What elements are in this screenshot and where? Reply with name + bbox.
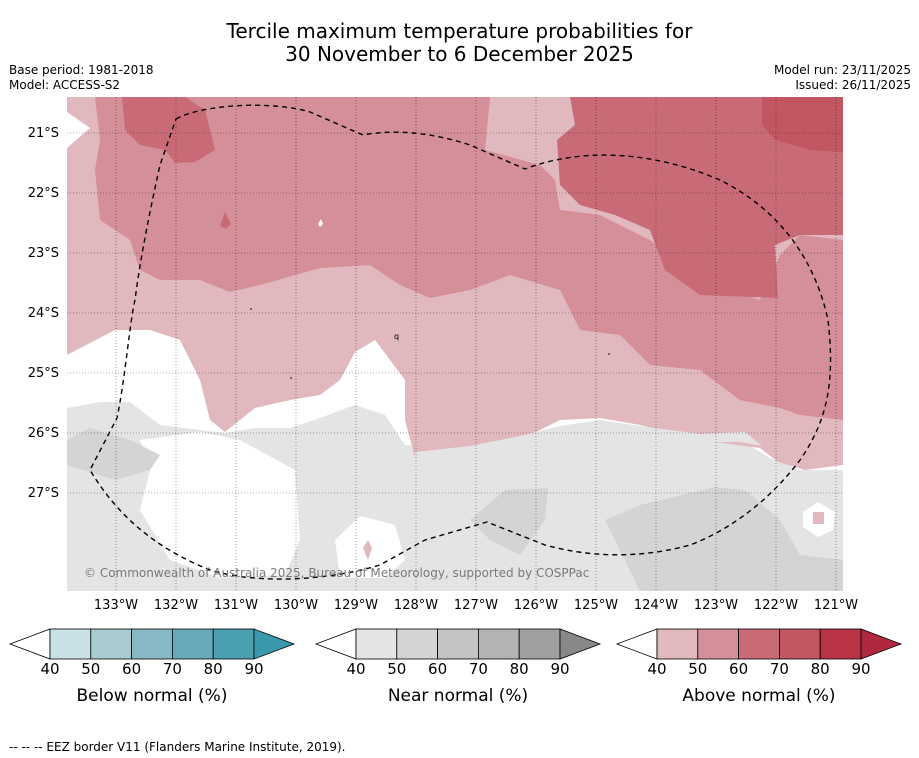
lat-label: 24°S [27, 306, 59, 321]
near-normal-patch-50-c [67, 428, 160, 480]
above-normal-50-region [95, 97, 843, 420]
colorbar-tick-label: 40 [346, 660, 366, 678]
lon-label: 121°W [813, 598, 859, 613]
model-run: Model run: 23/11/2025 [773, 63, 911, 77]
gridlines [67, 97, 843, 591]
below-normal-label: Below normal (%) [76, 686, 228, 706]
lon-label: 130°W [273, 598, 319, 613]
colorbar-segment [656, 628, 699, 660]
colorbar-tick-label: 90 [244, 660, 264, 678]
above-normal-60-speck [220, 212, 231, 229]
colorbar-near-normal [314, 628, 602, 660]
colorbar-tick-label: 50 [387, 660, 407, 678]
colorbar-segment [355, 628, 398, 660]
above-normal-label: Above normal (%) [682, 686, 836, 706]
eez-note: -- -- -- EEZ border V11 (Flanders Marine… [9, 740, 346, 754]
colorbar-extend-low [8, 628, 51, 660]
colorbar-tick-label: 70 [769, 660, 789, 678]
colorbar-tick-label: 80 [509, 660, 529, 678]
title-line-1: Tercile maximum temperature probabilitie… [226, 19, 693, 43]
colorbar-extend-high [559, 628, 602, 660]
no-signal-white-dot [318, 219, 323, 227]
lon-label: 124°W [633, 598, 679, 613]
colorbar-tick-label: 80 [810, 660, 830, 678]
colorbar-tick-label: 70 [162, 660, 182, 678]
colorbar-tick-label: 40 [647, 660, 667, 678]
colorbar-segment [738, 628, 780, 660]
no-signal-white-left-edge [67, 113, 90, 148]
white-pocket-west [140, 432, 300, 578]
lon-label: 129°W [333, 598, 379, 613]
colorbar-tick-label: 60 [122, 660, 142, 678]
lon-label: 131°W [213, 598, 259, 613]
lat-label: 22°S [27, 186, 59, 201]
colorbar-segment [779, 628, 821, 660]
island-marker [290, 377, 292, 379]
colorbar-extend-high [860, 628, 903, 660]
title-line-2: 30 November to 6 December 2025 [285, 42, 634, 66]
lon-label: 133°W [93, 598, 139, 613]
island-marker [608, 353, 610, 355]
lat-label: 26°S [27, 426, 59, 441]
colorbar-above-normal [615, 628, 903, 660]
lat-label: 25°S [27, 366, 59, 381]
colorbar-segment [518, 628, 561, 660]
colorbar-segment [49, 628, 92, 660]
model-name: Model: ACCESS-S2 [9, 78, 121, 92]
near-normal-strip [415, 420, 762, 462]
eez-border [89, 104, 832, 580]
colorbar-segment [437, 628, 479, 660]
colorbar-tick-label: 60 [729, 660, 749, 678]
colorbar-extend-low [314, 628, 357, 660]
above-normal-60-west [122, 97, 215, 163]
colorbar-segment [171, 628, 214, 660]
colorbar-tick-label: 50 [688, 660, 708, 678]
near-normal-label: Near normal (%) [387, 686, 529, 706]
colorbar-tick-label: 70 [468, 660, 488, 678]
small-map-label: q [394, 332, 399, 341]
colorbar-tick-label: 90 [550, 660, 570, 678]
above-normal-60-region [557, 97, 843, 298]
colorbar-tick-label: 50 [81, 660, 101, 678]
colorbar-tick-label: 60 [428, 660, 448, 678]
colorbar-tick-label: 40 [40, 660, 60, 678]
above-normal-70-region [762, 97, 843, 152]
lat-label: 21°S [27, 126, 59, 141]
colorbar-segment [212, 628, 255, 660]
colorbar-segment [131, 628, 173, 660]
above-normal-spot-south [363, 540, 372, 560]
near-normal-patch-50-b [605, 487, 843, 591]
colorbar-below-normal [8, 628, 296, 660]
lon-label: 122°W [753, 598, 799, 613]
above-normal-spot [813, 512, 824, 524]
colorbar-segment [819, 628, 862, 660]
base-period: Base period: 1981-2018 [9, 63, 154, 77]
lat-label: 27°S [27, 486, 59, 501]
copyright-notice: © Commonwealth of Australia 2025, Bureau… [84, 566, 589, 580]
colorbar-tick-label: 80 [203, 660, 223, 678]
colorbar-segment [697, 628, 739, 660]
lon-label: 128°W [393, 598, 439, 613]
colorbars [8, 628, 903, 660]
issued-date: Issued: 26/11/2025 [795, 78, 911, 92]
lon-label: 123°W [693, 598, 739, 613]
lat-label: 23°S [27, 246, 59, 261]
colorbar-segment [477, 628, 520, 660]
colorbar-segment [90, 628, 133, 660]
lon-label: 132°W [153, 598, 199, 613]
probability-map: q © Commonwealth of Australia 2025, Bure… [67, 97, 843, 591]
island-marker [250, 308, 252, 310]
colorbar-extend-low [615, 628, 658, 660]
lon-label: 125°W [573, 598, 619, 613]
colorbar-tick-label: 90 [851, 660, 871, 678]
lon-label: 127°W [453, 598, 499, 613]
lon-label: 126°W [513, 598, 559, 613]
colorbar-extend-high [253, 628, 296, 660]
colorbar-segment [396, 628, 438, 660]
